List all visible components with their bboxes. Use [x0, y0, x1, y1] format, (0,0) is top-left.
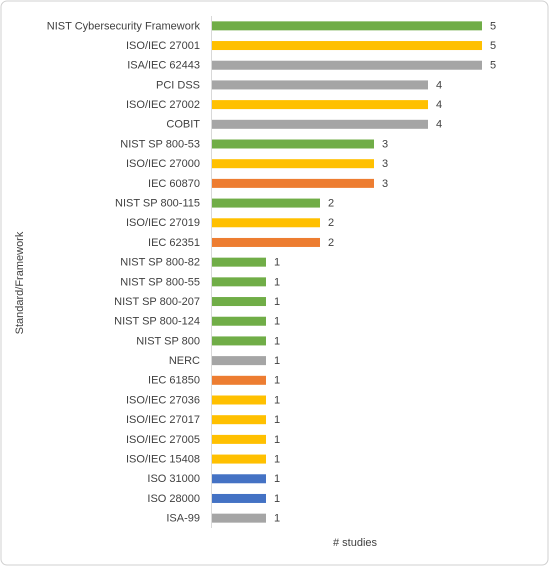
- y-tick-label: ISO/IEC 27000: [126, 158, 200, 170]
- bar: [212, 336, 266, 346]
- y-tick-label: NIST SP 800-115: [115, 197, 200, 209]
- bar: [212, 513, 266, 523]
- bar: [212, 139, 374, 149]
- data-label: 1: [274, 453, 280, 465]
- bar: [212, 178, 374, 188]
- data-label: 1: [274, 473, 280, 485]
- y-tick-label: ISO/IEC 27036: [126, 394, 200, 406]
- bar: [212, 277, 266, 287]
- data-label: 1: [274, 513, 280, 525]
- y-tick-label: NIST SP 800: [136, 335, 200, 347]
- y-tick-label: NERC: [169, 355, 200, 367]
- y-tick-label: ISO 28000: [147, 493, 200, 505]
- data-label: 4: [436, 119, 442, 131]
- data-label: 2: [328, 197, 334, 209]
- data-label: 1: [274, 394, 280, 406]
- data-label: 3: [382, 178, 388, 190]
- data-label: 2: [328, 237, 334, 249]
- bar: [212, 356, 266, 366]
- data-label: 1: [274, 335, 280, 347]
- bar: [212, 100, 428, 110]
- y-tick-label: ISO/IEC 27002: [126, 99, 200, 111]
- data-label: 1: [274, 316, 280, 328]
- bar: [212, 257, 266, 267]
- data-label: 1: [274, 257, 280, 269]
- y-tick-label: ISO 31000: [147, 473, 200, 485]
- data-label: 4: [436, 79, 442, 91]
- bar: [212, 21, 482, 31]
- data-label: 1: [274, 414, 280, 426]
- data-label: 5: [490, 60, 496, 72]
- y-tick-label: NIST SP 800-55: [120, 276, 200, 288]
- y-tick-label: NIST SP 800-124: [114, 316, 200, 328]
- x-axis-title: # studies: [333, 537, 378, 549]
- y-tick-label: ISO/IEC 27019: [126, 217, 200, 229]
- y-tick-label: NIST SP 800-207: [114, 296, 200, 308]
- y-tick-label: ISA-99: [166, 513, 200, 525]
- data-label: 1: [274, 276, 280, 288]
- data-label: 5: [490, 40, 496, 52]
- y-tick-label: IEC 60870: [148, 178, 200, 190]
- y-tick-label: NIST Cybersecurity Framework: [47, 20, 201, 32]
- bar: [212, 434, 266, 444]
- bar: [212, 474, 266, 484]
- data-label: 1: [274, 355, 280, 367]
- y-tick-label: PCI DSS: [156, 79, 200, 91]
- y-tick-label: ISA/IEC 62443: [127, 60, 200, 72]
- bar: [212, 237, 320, 247]
- bar: [212, 415, 266, 425]
- bar: [212, 119, 428, 129]
- bar: [212, 41, 482, 51]
- data-label: 1: [274, 375, 280, 387]
- y-tick-label: ISO/IEC 15408: [126, 453, 200, 465]
- y-tick-label: NIST SP 800-53: [120, 138, 200, 150]
- bar: [212, 80, 428, 90]
- y-tick-label: NIST SP 800-82: [120, 257, 200, 269]
- y-tick-label: COBIT: [166, 119, 200, 131]
- y-tick-label: ISO/IEC 27017: [126, 414, 200, 426]
- bar: [212, 159, 374, 169]
- bar: [212, 375, 266, 385]
- bar: [212, 297, 266, 307]
- y-tick-label: IEC 61850: [148, 375, 200, 387]
- bar: [212, 316, 266, 326]
- data-label: 4: [436, 99, 442, 111]
- data-label: 1: [274, 296, 280, 308]
- bar: [212, 218, 320, 228]
- data-label: 3: [382, 138, 388, 150]
- y-tick-label: IEC 62351: [148, 237, 200, 249]
- bar: [212, 60, 482, 70]
- data-label: 5: [490, 20, 496, 32]
- bar: [212, 198, 320, 208]
- bar: [212, 454, 266, 464]
- y-axis-title: Standard/Framework: [14, 231, 26, 334]
- data-label: 1: [274, 434, 280, 446]
- data-label: 2: [328, 217, 334, 229]
- bar: [212, 395, 266, 405]
- bar: [212, 493, 266, 503]
- y-tick-label: ISO/IEC 27001: [126, 40, 200, 52]
- y-tick-label: ISO/IEC 27005: [126, 434, 200, 446]
- data-label: 3: [382, 158, 388, 170]
- data-label: 1: [274, 493, 280, 505]
